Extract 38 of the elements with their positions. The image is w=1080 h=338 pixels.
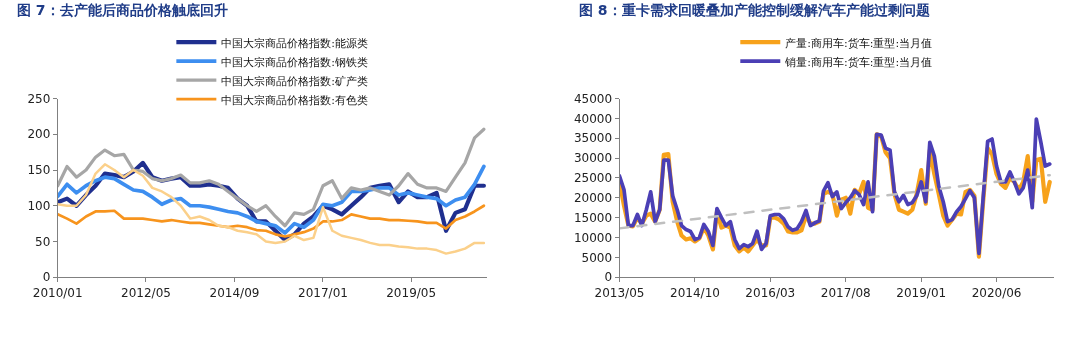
legend-label: 中国大宗商品价格指数:矿产类 — [221, 74, 369, 88]
x-tick-label: 2012/05 — [121, 285, 171, 300]
y-tick-label: 45000 — [573, 91, 613, 106]
legend-label: 销量:商用车:货车:重型:当月值 — [784, 55, 933, 69]
y-tick-label: 35000 — [573, 131, 613, 146]
x-tick-label: 2020/06 — [971, 285, 1022, 300]
x-tick-label: 2014/10 — [670, 285, 720, 300]
line-series — [57, 127, 486, 228]
chart-title: 图 8：重卡需求回暖叠加产能控制缓解汽车产能过剩问题 — [579, 2, 930, 18]
y-tick-label: 0 — [42, 270, 51, 285]
legend-label: 中国大宗商品价格指数:有色类 — [221, 93, 369, 107]
y-tick-label: 20000 — [573, 191, 613, 205]
x-tick-label: 2010/01 — [32, 285, 83, 300]
y-tick-label: 10000 — [573, 230, 613, 245]
legend-label: 中国大宗商品价格指数:能源类 — [221, 36, 369, 50]
x-tick-label: 2019/05 — [386, 285, 437, 300]
y-tick-label: 40000 — [573, 111, 613, 126]
x-tick-label: 2019/01 — [896, 285, 947, 300]
legend-label: 产量:商用车:货车:重型:当月值 — [785, 36, 933, 50]
y-tick-label: 30000 — [573, 151, 613, 166]
line-series — [57, 163, 486, 255]
x-tick-label: 2017/01 — [298, 285, 348, 300]
y-tick-label: 200 — [27, 127, 51, 142]
y-tick-label: 250 — [27, 91, 51, 106]
chart-title: 图 7：去产能后商品价格触底回升 — [17, 2, 228, 18]
line-series — [57, 204, 486, 238]
y-tick-label: 150 — [27, 163, 51, 178]
y-tick-label: 0 — [604, 270, 613, 285]
x-tick-label: 2016/03 — [745, 285, 796, 300]
y-tick-label: 25000 — [573, 171, 613, 186]
x-tick-label: 2013/05 — [594, 285, 645, 300]
x-tick-label: 2014/09 — [209, 285, 260, 300]
y-tick-label: 5000 — [581, 250, 613, 265]
y-tick-label: 15000 — [573, 210, 613, 225]
legend-label: 中国大宗商品价格指数:钢铁类 — [221, 55, 369, 69]
x-tick-label: 2017/08 — [820, 285, 871, 300]
y-tick-label: 50 — [35, 234, 51, 249]
y-tick-label: 100 — [27, 198, 51, 213]
